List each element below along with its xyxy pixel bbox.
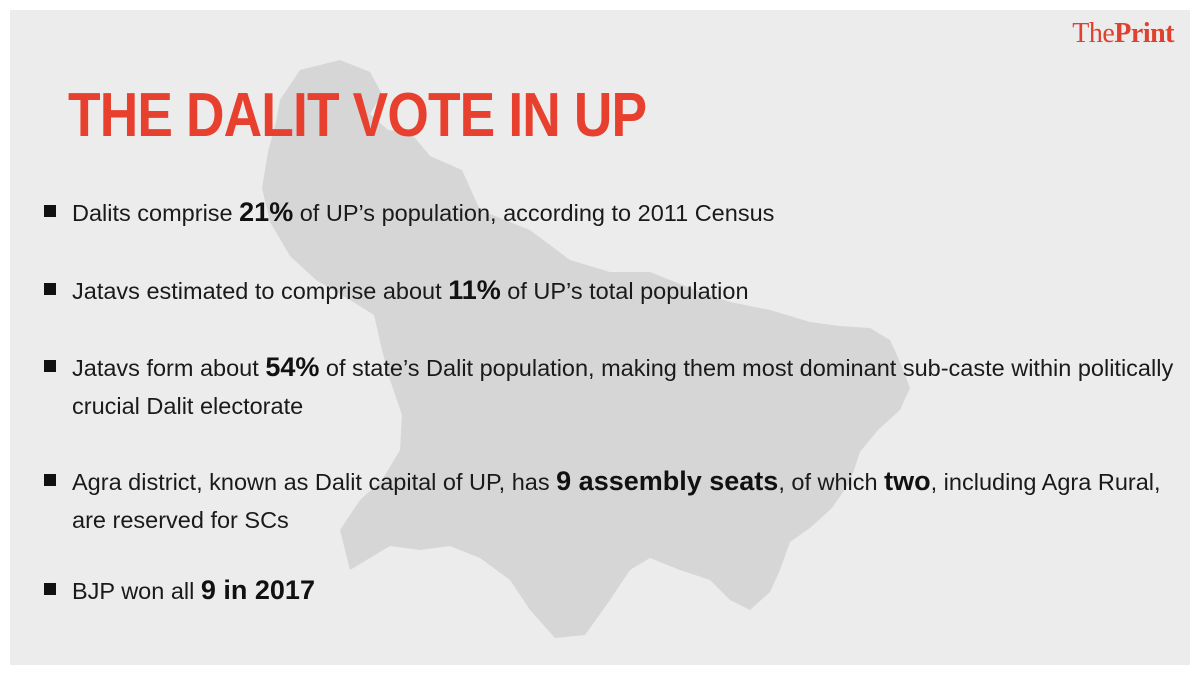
square-bullet-icon <box>44 474 56 486</box>
theprint-logo: ThePrint <box>1072 18 1174 50</box>
fact-segment: of UP’s population, according to 2011 Ce… <box>293 200 775 226</box>
fact-segment: BJP won all <box>72 578 201 604</box>
fact-text: Dalits comprise 21% of UP’s population, … <box>72 193 1174 232</box>
fact-segment: Jatavs form about <box>72 355 266 381</box>
square-bullet-icon <box>44 283 56 295</box>
fact-segment: Jatavs estimated to comprise about <box>72 278 449 304</box>
fact-segment: of state’s Dalit population, making them… <box>72 355 1174 419</box>
fact-segment: Dalits comprise <box>72 200 240 226</box>
fact-item: BJP won all 9 in 2017 <box>44 571 1174 610</box>
fact-highlight: 21% <box>239 197 294 227</box>
infographic-card: ThePrint THE DALIT VOTE IN UP Dalits com… <box>10 10 1190 665</box>
fact-item: Jatavs form about 54% of state’s Dalit p… <box>44 348 1174 425</box>
square-bullet-icon <box>44 583 56 595</box>
fact-item: Agra district, known as Dalit capital of… <box>44 462 1174 539</box>
logo-word-the: The <box>1072 18 1115 49</box>
fact-segment: Agra district, known as Dalit capital of… <box>72 469 557 495</box>
page-title: THE DALIT VOTE IN UP <box>68 81 647 150</box>
fact-text: BJP won all 9 in 2017 <box>72 571 1174 610</box>
square-bullet-icon <box>44 205 56 217</box>
fact-highlight: 11% <box>448 275 501 305</box>
fact-text: Jatavs estimated to comprise about 11% o… <box>72 271 1174 310</box>
fact-item: Dalits comprise 21% of UP’s population, … <box>44 193 1174 232</box>
square-bullet-icon <box>44 360 56 372</box>
fact-segment: of UP’s total population <box>500 278 749 304</box>
fact-segment: , of which <box>778 469 885 495</box>
fact-item: Jatavs estimated to comprise about 11% o… <box>44 271 1174 310</box>
fact-text: Jatavs form about 54% of state’s Dalit p… <box>72 348 1174 425</box>
fact-text: Agra district, known as Dalit capital of… <box>72 462 1174 539</box>
logo-word-print: Print <box>1114 18 1174 49</box>
fact-highlight: 9 in 2017 <box>200 575 315 605</box>
fact-highlight: 9 assembly seats <box>556 466 779 496</box>
fact-highlight: two <box>884 466 931 496</box>
fact-highlight: 54% <box>265 352 320 382</box>
uttar-pradesh-map-silhouette <box>262 60 910 638</box>
fact-segment: , including Agra Rural, are reserved for… <box>72 469 1161 533</box>
